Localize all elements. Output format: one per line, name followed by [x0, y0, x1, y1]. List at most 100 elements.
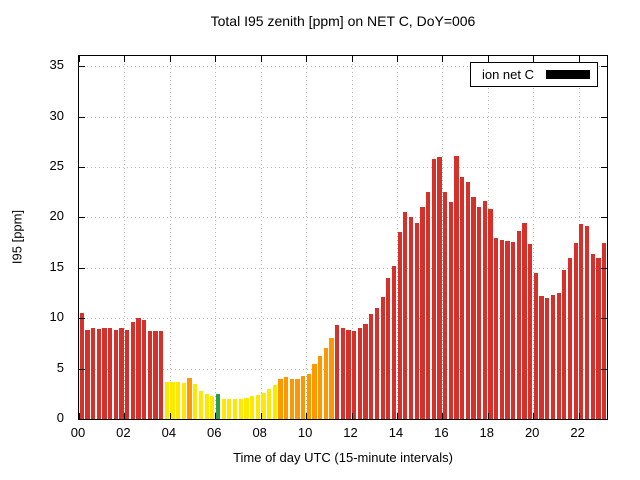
- bar: [221, 398, 226, 419]
- tick-mark: [579, 56, 580, 62]
- grid-line: [533, 56, 535, 419]
- bar: [215, 393, 221, 419]
- grid: [79, 56, 607, 419]
- bar: [295, 378, 300, 419]
- legend: ion net C: [469, 62, 598, 87]
- bar: [232, 398, 238, 419]
- tick-mark: [352, 56, 353, 62]
- tick-mark: [601, 167, 607, 168]
- bar: [590, 253, 595, 419]
- bar: [522, 223, 527, 419]
- bar: [431, 158, 436, 419]
- bar: [505, 240, 510, 419]
- bar: [244, 397, 249, 419]
- bar: [227, 398, 232, 419]
- bar: [266, 388, 272, 419]
- x-tick-label: 12: [343, 425, 358, 440]
- bar: [516, 231, 522, 419]
- bar: [528, 243, 533, 419]
- chart-title: Total I95 zenith [ppm] on NET C, DoY=006: [210, 13, 476, 29]
- tick-mark: [442, 413, 443, 419]
- y-tick-label: 30: [49, 107, 64, 123]
- tick-mark: [79, 66, 85, 67]
- tick-mark: [215, 413, 216, 419]
- tick-mark: [170, 413, 171, 419]
- bar: [448, 202, 453, 419]
- bar: [465, 182, 470, 419]
- bar: [142, 320, 147, 419]
- bar: [567, 257, 573, 419]
- y-tick-label: 10: [49, 309, 64, 325]
- tick-mark: [306, 56, 307, 62]
- bars-layer: [79, 56, 607, 419]
- tick-mark: [261, 56, 262, 62]
- grid-line: [442, 56, 444, 419]
- tick-mark: [533, 56, 534, 62]
- tick-mark: [601, 369, 607, 370]
- bar: [181, 382, 187, 419]
- bar: [107, 328, 113, 419]
- y-tick-label: 20: [49, 208, 64, 224]
- bar: [579, 224, 584, 419]
- bar: [210, 395, 215, 419]
- tick-mark: [601, 268, 607, 269]
- tick-mark: [79, 369, 85, 370]
- bar: [125, 330, 130, 419]
- bar: [573, 242, 578, 419]
- y-tick-label: 25: [49, 157, 64, 173]
- tick-mark: [79, 419, 85, 420]
- y-tick-label: 15: [49, 258, 64, 274]
- bar: [488, 209, 493, 419]
- bar: [170, 381, 175, 419]
- grid-line: [215, 56, 217, 419]
- x-axis-label: Time of day UTC (15-minute intervals): [233, 450, 453, 465]
- bar: [380, 297, 385, 419]
- grid-line: [79, 267, 607, 269]
- bar: [301, 375, 306, 419]
- grid-line: [351, 56, 353, 419]
- bar: [550, 294, 556, 419]
- bar: [335, 325, 340, 419]
- y-tick-label: 35: [49, 57, 64, 73]
- tick-mark: [601, 419, 607, 420]
- bar: [533, 272, 539, 419]
- tick-mark: [533, 413, 534, 419]
- y-tick-label: 5: [56, 359, 64, 375]
- tick-mark: [488, 56, 489, 62]
- bar: [176, 381, 181, 419]
- bar: [113, 330, 118, 419]
- grid-line: [487, 56, 489, 419]
- bar: [545, 298, 550, 419]
- x-tick-label: 08: [252, 425, 267, 440]
- tick-mark: [601, 318, 607, 319]
- tick-mark: [601, 217, 607, 218]
- tick-mark: [79, 56, 80, 62]
- tick-mark: [352, 413, 353, 419]
- x-tick-label: 14: [388, 425, 404, 440]
- x-tick-label: 18: [479, 425, 494, 440]
- bar: [414, 223, 419, 419]
- tick-mark: [79, 268, 85, 269]
- bar: [90, 328, 96, 419]
- bar: [96, 329, 101, 419]
- grid-line: [169, 56, 171, 419]
- bar: [346, 330, 351, 419]
- bar: [471, 197, 476, 419]
- y-tick-label: 0: [56, 410, 64, 425]
- bar: [312, 363, 317, 419]
- tick-mark: [397, 413, 398, 419]
- grid-line: [578, 56, 580, 419]
- bar: [352, 331, 357, 419]
- bar: [369, 314, 374, 419]
- grid-line: [79, 166, 607, 168]
- bar: [147, 331, 152, 419]
- bar: [85, 330, 90, 419]
- x-tick-label: 06: [207, 425, 222, 440]
- bar: [164, 381, 170, 419]
- grid-line: [79, 116, 607, 118]
- bar: [386, 277, 391, 419]
- tick-mark: [261, 413, 262, 419]
- bar: [539, 295, 544, 419]
- bar: [442, 192, 448, 419]
- bar: [159, 331, 164, 419]
